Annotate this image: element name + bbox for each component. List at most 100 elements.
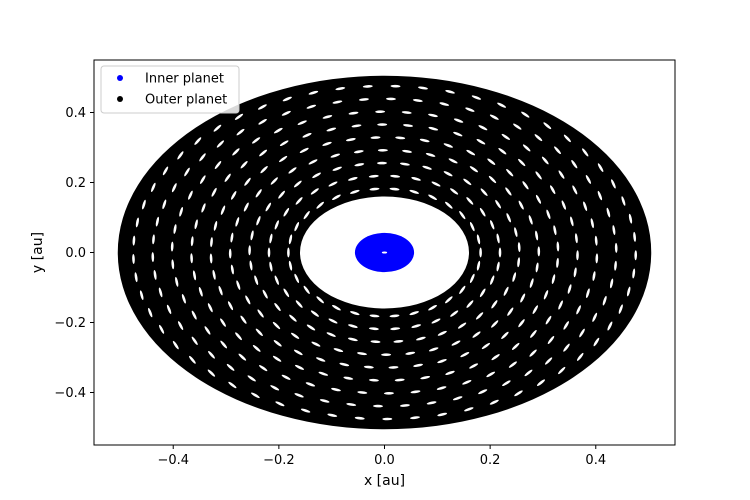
outer-planet-gap bbox=[350, 311, 360, 316]
outer-planet-gap bbox=[481, 342, 491, 350]
outer-planet-gap bbox=[201, 203, 206, 213]
outer-planet-gap bbox=[270, 385, 280, 391]
outer-planet-gap bbox=[278, 155, 288, 163]
outer-planet-gap bbox=[554, 146, 561, 155]
inner-planet-center-gap bbox=[381, 251, 388, 254]
outer-planet-gap bbox=[207, 369, 216, 377]
outer-planet-gap bbox=[563, 134, 571, 143]
outer-planet-gap bbox=[368, 327, 379, 331]
outer-planet-gap bbox=[475, 312, 484, 320]
outer-planet-gap bbox=[218, 285, 223, 296]
outer-planet-gap bbox=[368, 174, 379, 178]
outer-planet-gap bbox=[416, 336, 426, 341]
outer-planet-gap bbox=[249, 260, 253, 271]
outer-planet-gap bbox=[373, 404, 383, 408]
outer-planet-gap bbox=[162, 166, 169, 176]
outer-planet-gap bbox=[332, 100, 343, 104]
outer-planet-gap bbox=[369, 187, 380, 191]
outer-planet-gap bbox=[390, 327, 401, 331]
outer-planet-gap bbox=[393, 340, 404, 343]
outer-planet-gap bbox=[190, 236, 194, 247]
outer-planet-gap bbox=[444, 201, 453, 209]
outer-planet-gap bbox=[399, 162, 410, 166]
outer-planet-gap bbox=[316, 296, 325, 304]
outer-planet-gap bbox=[614, 242, 618, 253]
outer-planet-gap bbox=[590, 218, 594, 229]
outer-planet-gap bbox=[348, 111, 359, 115]
outer-planet-gap bbox=[234, 113, 244, 120]
outer-planet-gap bbox=[609, 278, 614, 289]
outer-planet-gap bbox=[330, 153, 341, 158]
outer-planet-gap bbox=[618, 304, 623, 314]
outer-planet-gap bbox=[428, 194, 437, 201]
outer-planet-gap bbox=[498, 247, 502, 258]
outer-planet-gap bbox=[490, 275, 495, 285]
outer-planet-gap bbox=[505, 187, 512, 196]
outer-planet-gap bbox=[232, 148, 240, 156]
outer-planet-gap bbox=[275, 401, 285, 407]
outer-planet-gap bbox=[281, 374, 291, 380]
outer-planet-gap bbox=[310, 310, 319, 317]
outer-planet-gap bbox=[287, 247, 290, 258]
outer-planet-gap bbox=[488, 175, 497, 184]
outer-planet-gap bbox=[514, 227, 518, 237]
outer-planet-gap bbox=[508, 361, 517, 368]
outer-planet-gap bbox=[426, 401, 437, 405]
outer-planet-gap bbox=[377, 161, 387, 165]
outer-planet-gap bbox=[171, 183, 177, 193]
outer-planet-gap bbox=[544, 357, 553, 365]
outer-planet-gap bbox=[326, 127, 337, 132]
outer-planet-gap bbox=[327, 413, 338, 417]
outer-planet-gap bbox=[476, 138, 486, 145]
outer-planet-gap bbox=[312, 172, 321, 179]
legend-label-outer-planet: Outer planet bbox=[145, 93, 227, 108]
outer-planet-gap bbox=[303, 210, 310, 220]
outer-planet-gap bbox=[274, 275, 279, 285]
outer-planet-gap bbox=[303, 285, 310, 295]
outer-planet-gap bbox=[295, 197, 303, 205]
outer-planet-gap bbox=[411, 324, 422, 328]
outer-planet-gap bbox=[530, 329, 537, 338]
outer-planet-gap bbox=[437, 330, 447, 336]
outer-planet-gap bbox=[213, 124, 222, 132]
outer-planet-gap bbox=[535, 171, 542, 180]
outer-planet-gap bbox=[459, 285, 466, 295]
outer-planet-gap bbox=[347, 177, 358, 181]
outer-planet-gap bbox=[528, 215, 533, 225]
outer-planet-gap bbox=[633, 231, 636, 242]
outer-planet-gap bbox=[522, 144, 531, 152]
outer-planet-gap bbox=[503, 286, 509, 296]
outer-planet-gap bbox=[576, 250, 579, 261]
outer-planet-gap bbox=[339, 362, 350, 367]
outer-planet-gap bbox=[194, 137, 202, 145]
outer-planet-gap bbox=[583, 201, 588, 211]
outer-planet-gap bbox=[412, 99, 423, 102]
outer-planet-gap bbox=[410, 390, 421, 394]
outer-planet-gap bbox=[332, 166, 342, 171]
outer-planet-gap bbox=[459, 210, 466, 220]
outer-planet-gap bbox=[328, 318, 338, 324]
outer-planet-gap bbox=[537, 379, 545, 386]
outer-planet-gap bbox=[478, 125, 488, 131]
outer-planet-gap bbox=[220, 340, 228, 349]
outer-planet-gap bbox=[331, 387, 341, 392]
outer-planet-gap bbox=[383, 391, 394, 395]
outer-planet-gap bbox=[288, 260, 293, 271]
outer-planet-gap bbox=[585, 288, 590, 299]
outer-planet-gap bbox=[498, 147, 507, 155]
outer-planet-gap bbox=[535, 230, 539, 241]
outer-planet-gap bbox=[212, 269, 216, 280]
outer-planet-gap bbox=[445, 370, 455, 375]
outer-planet-gap bbox=[235, 217, 240, 227]
outer-planet-gap bbox=[419, 138, 430, 143]
outer-planet-gap bbox=[576, 305, 581, 315]
outer-planet-gap bbox=[243, 202, 249, 212]
outer-planet-gap bbox=[448, 158, 458, 164]
outer-planet-gap bbox=[602, 295, 607, 306]
outer-planet-gap bbox=[534, 134, 543, 142]
outer-planet-gap bbox=[207, 303, 213, 313]
outer-planet-gap bbox=[294, 364, 305, 370]
outer-planet-gap bbox=[437, 359, 447, 364]
outer-planet-gap bbox=[469, 222, 475, 232]
outer-planet-gap bbox=[567, 284, 572, 294]
